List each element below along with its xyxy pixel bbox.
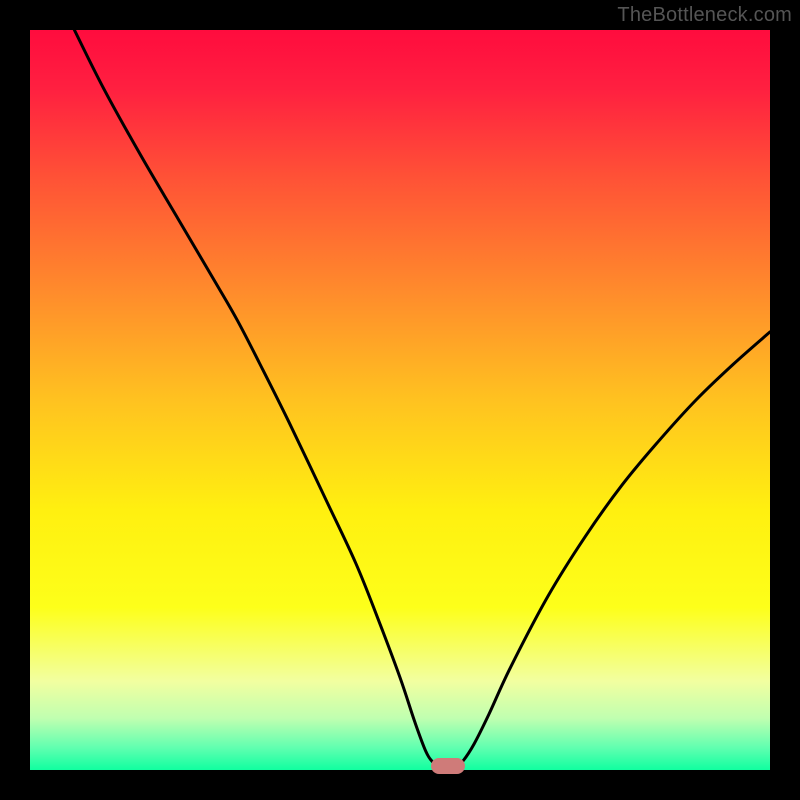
chart-container: TheBottleneck.com [0,0,800,800]
min-marker [431,758,465,774]
plot-area [30,30,770,770]
bottleneck-curve [30,30,770,770]
watermark-text: TheBottleneck.com [617,4,792,27]
